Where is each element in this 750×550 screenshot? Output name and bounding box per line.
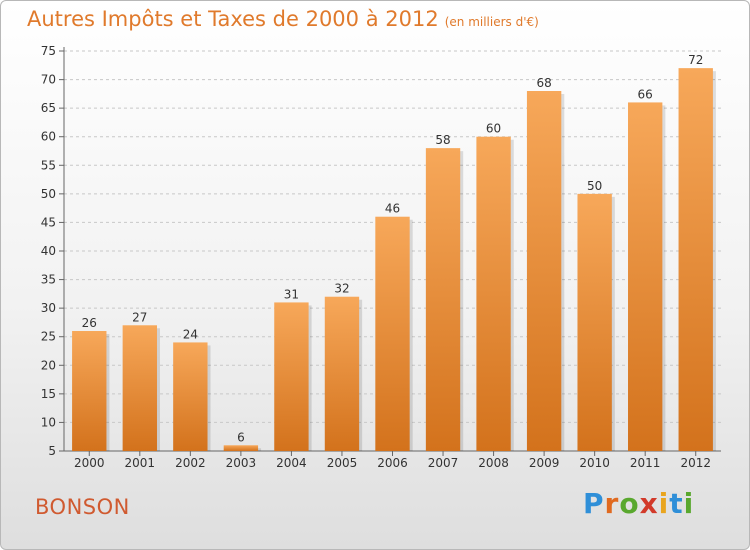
logo-letter: i — [658, 487, 670, 520]
y-tick-label: 35 — [41, 273, 56, 287]
x-tick-label: 2001 — [125, 456, 156, 470]
data-label: 32 — [334, 282, 349, 296]
y-tick-label: 55 — [41, 158, 56, 172]
data-label: 68 — [536, 76, 551, 90]
x-tick-label: 2002 — [175, 456, 206, 470]
bar — [173, 342, 208, 451]
y-tick-label: 50 — [41, 187, 56, 201]
logo-letter: x — [639, 487, 659, 520]
x-tick-label: 2005 — [327, 456, 358, 470]
logo-letter: P — [583, 487, 605, 520]
labels: 26 27 24 6 31 32 46 58 60 68 50 66 72 — [82, 53, 704, 444]
bar — [628, 102, 663, 451]
commune-name: BONSON — [35, 495, 130, 519]
data-label: 24 — [183, 327, 198, 341]
y-tick-label: 15 — [41, 387, 56, 401]
logo-letter: o — [619, 487, 640, 520]
bar — [324, 296, 360, 451]
y-tick-label: 65 — [41, 101, 56, 115]
data-label: 31 — [284, 287, 299, 301]
y-tick-label: 20 — [41, 358, 56, 372]
x-tick-label: 2003 — [226, 456, 257, 470]
x-tick-label: 2004 — [276, 456, 307, 470]
data-label: 26 — [82, 316, 97, 330]
x-tick-label: 2012 — [680, 456, 711, 470]
bar — [122, 325, 157, 451]
data-label: 66 — [638, 87, 653, 101]
y-tick-label: 5 — [48, 444, 56, 458]
x-tick-label: 2006 — [377, 456, 408, 470]
chart-title: Autres Impôts et Taxes de 2000 à 2012 (en… — [27, 7, 539, 31]
data-label: 58 — [435, 133, 450, 147]
data-label: 46 — [385, 202, 400, 216]
y-tick-label: 25 — [41, 330, 56, 344]
data-label: 72 — [688, 53, 703, 67]
x-tick-label: 2000 — [74, 456, 105, 470]
chart-title-text: Autres Impôts et Taxes de 2000 à 2012 — [27, 7, 439, 31]
bar — [577, 193, 612, 451]
y-tick-label: 30 — [41, 301, 56, 315]
data-label: 60 — [486, 122, 501, 136]
data-label: 50 — [587, 179, 602, 193]
logo-letter: t — [669, 487, 684, 520]
y-tick-label: 70 — [41, 73, 56, 87]
data-label: 27 — [132, 310, 147, 324]
y-tick-label: 45 — [41, 215, 56, 229]
x-tick-label: 2009 — [529, 456, 560, 470]
x-tick-label: 2011 — [630, 456, 661, 470]
y-tick-label: 75 — [41, 44, 56, 58]
bars — [72, 68, 716, 452]
chart-subtitle: (en milliers d'€) — [444, 15, 539, 29]
axes: 5 10 15 20 25 30 35 40 45 50 55 60 65 70 75 2000 2001 200… — [41, 44, 721, 470]
proxiti-logo: Proxiti — [583, 487, 694, 520]
data-label: 6 — [237, 430, 245, 444]
bar — [223, 445, 259, 451]
y-tick-label: 60 — [41, 130, 56, 144]
bar — [425, 148, 461, 451]
bar — [526, 91, 562, 451]
bar — [72, 331, 107, 451]
y-tick-label: 40 — [41, 244, 56, 258]
bar — [678, 68, 713, 452]
x-tick-label: 2008 — [478, 456, 509, 470]
x-tick-label: 2010 — [579, 456, 610, 470]
x-tick-label: 2007 — [428, 456, 459, 470]
logo-letter: r — [604, 487, 620, 520]
bar — [375, 216, 410, 451]
logo-letter: i — [683, 487, 695, 520]
y-tick-label: 10 — [41, 415, 56, 429]
bar — [476, 136, 511, 451]
bar — [274, 302, 309, 451]
